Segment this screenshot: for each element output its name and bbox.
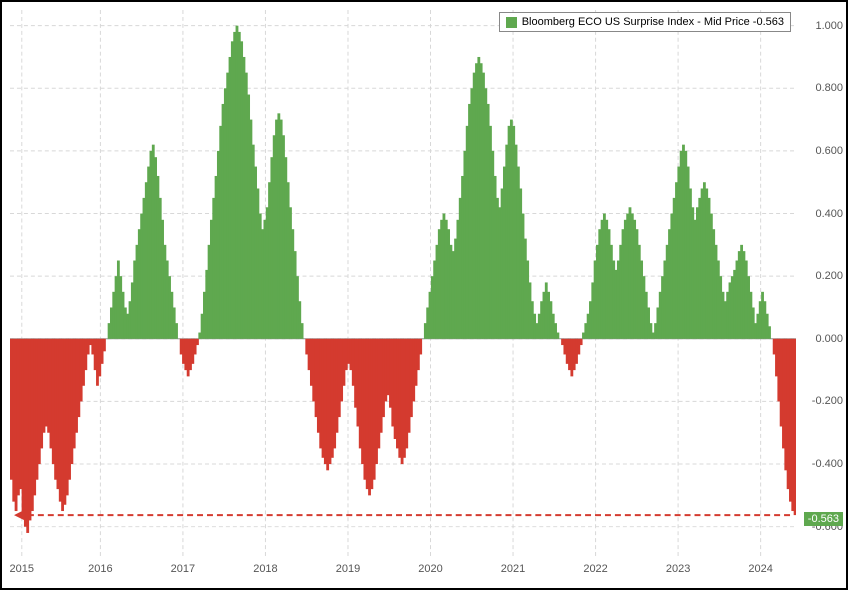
chart-svg: [10, 10, 796, 558]
x-tick-label: 2022: [583, 563, 607, 575]
legend-label: Bloomberg ECO US Surprise Index - Mid Pr…: [522, 16, 784, 28]
x-tick-label: 2015: [10, 563, 34, 575]
y-tick-label: 0.000: [815, 333, 843, 345]
chart-legend: Bloomberg ECO US Surprise Index - Mid Pr…: [499, 12, 791, 32]
y-tick-label: -0.400: [812, 458, 843, 470]
y-tick-label: 0.400: [815, 208, 843, 220]
x-tick-label: 2016: [88, 563, 112, 575]
chart-container: Bloomberg ECO US Surprise Index - Mid Pr…: [0, 0, 848, 590]
x-tick-label: 2018: [253, 563, 277, 575]
y-tick-label: 0.800: [815, 82, 843, 94]
plot-area: [10, 10, 796, 558]
x-tick-label: 2021: [501, 563, 525, 575]
legend-swatch: [506, 17, 517, 28]
x-tick-label: 2017: [171, 563, 195, 575]
x-tick-label: 2019: [336, 563, 360, 575]
y-tick-label: 1.000: [815, 20, 843, 32]
y-tick-label: 0.200: [815, 270, 843, 282]
x-tick-label: 2024: [748, 563, 772, 575]
y-tick-label: -0.200: [812, 395, 843, 407]
y-axis-labels: -0.600-0.400-0.2000.0000.2000.4000.6000.…: [798, 10, 843, 558]
marker-value-label: -0.563: [804, 512, 843, 526]
x-tick-label: 2020: [418, 563, 442, 575]
x-axis-labels: 2015 2016 2017 2018 2019 2020 2021 2022 2023 2024: [10, 563, 796, 583]
x-tick-label: 2023: [666, 563, 690, 575]
y-tick-label: 0.600: [815, 145, 843, 157]
